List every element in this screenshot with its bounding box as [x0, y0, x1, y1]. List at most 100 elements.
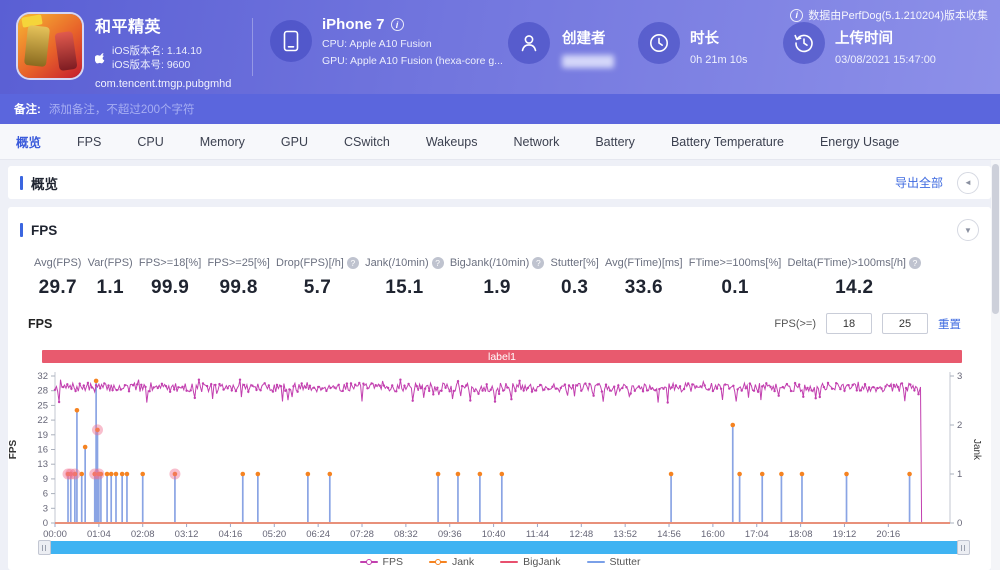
metric-label-text: FPS>=18[%]: [138, 257, 202, 269]
fps-marker: [489, 388, 492, 391]
metric-value: 33.6: [624, 277, 663, 298]
fps-marker: [802, 395, 805, 398]
fps-marker: [300, 382, 303, 385]
y-left-tick-label: 0: [43, 518, 48, 529]
fps-marker: [395, 390, 398, 393]
fps-marker: [185, 389, 188, 392]
chart-legend: FPS Jank BigJank Stutter: [0, 556, 1000, 568]
fps-marker: [806, 386, 809, 390]
fps-marker: [317, 385, 320, 389]
fps-marker: [419, 387, 423, 390]
jank-dot: [907, 471, 912, 477]
device-info-icon[interactable]: i: [390, 18, 404, 31]
note-bar[interactable]: 备注: 添加备注，不超过200个字符: [0, 94, 1000, 124]
tab-cswitch[interactable]: CSwitch: [343, 134, 390, 149]
metric: Avg(FTime)[ms] 33.6: [605, 257, 683, 299]
jank-dot: [255, 471, 261, 477]
fps-marker: [909, 383, 912, 386]
jank-dot: [668, 471, 674, 477]
fps-marker: [732, 384, 735, 387]
legend-item-bigjank[interactable]: BigJank: [500, 556, 561, 568]
metric: BigJank(/10min)? 1.9: [450, 257, 545, 299]
fps-chart: 0 3 6 9 13 16 19 22 25 28 32 0 1 2 3 FPS Jank 00:00 01:04 0…: [8, 371, 982, 538]
threshold-input-1[interactable]: [826, 313, 872, 334]
help-icon[interactable]: ?: [431, 257, 444, 269]
fps-marker: [637, 385, 641, 388]
fps-marker: [177, 386, 180, 389]
fps-marker: [444, 386, 447, 389]
page-scrollbar[interactable]: [991, 160, 1000, 570]
legend-item-jank[interactable]: Jank: [428, 556, 474, 568]
fps-marker: [275, 383, 279, 387]
fps-marker: [826, 381, 830, 385]
y-left-tick-label: 32: [37, 371, 48, 382]
help-icon[interactable]: ?: [909, 257, 921, 269]
fps-collapse-button[interactable]: ▼: [957, 219, 979, 241]
x-tick-label: 01:04: [87, 529, 111, 538]
metric: FPS>=18[%] 99.9: [139, 257, 201, 299]
fps-marker: [687, 382, 690, 385]
collect-note-text: 数据由PerfDog(5.1.210204)版本收集: [808, 10, 988, 22]
fps-marker: [345, 382, 349, 385]
annotation-band[interactable]: label1: [42, 350, 962, 363]
fps-marker: [547, 388, 550, 391]
fps-marker: [682, 387, 686, 391]
fps-marker: [789, 389, 793, 393]
tab-memory[interactable]: Memory: [199, 134, 245, 149]
chart-controls: FPS FPS(>=) 重置: [8, 299, 991, 334]
fps-marker: [366, 387, 369, 390]
fps-marker: [473, 389, 476, 393]
legend-label: Stutter: [609, 556, 641, 568]
overview-collapse-button[interactable]: ◄: [957, 171, 979, 194]
reset-link[interactable]: 重置: [938, 318, 961, 331]
fps-marker: [386, 386, 390, 390]
tab-gpu[interactable]: GPU: [280, 134, 308, 149]
scrollbar-thumb[interactable]: [992, 164, 999, 314]
export-all-link[interactable]: 导出全部: [894, 176, 943, 190]
collect-note: i 数据由PerfDog(5.1.210204)版本收集: [790, 7, 988, 23]
tab-cpu[interactable]: CPU: [137, 134, 164, 149]
fps-marker: [777, 394, 780, 397]
threshold-input-2[interactable]: [882, 313, 928, 334]
metric-label-text: Delta(FTime)>100ms[/h]: [787, 257, 907, 269]
fps-marker: [156, 386, 159, 390]
fps-marker: [662, 387, 665, 390]
fps-marker: [580, 389, 583, 392]
tab-bar: 概览 FPS CPU Memory GPU CSwitch Wakeups Network Ba…: [0, 124, 1000, 160]
tab-energy-usage[interactable]: Energy Usage: [819, 134, 900, 149]
y-right-tick-label: 2: [957, 420, 962, 431]
tab-fps[interactable]: FPS: [77, 134, 102, 149]
fps-marker: [900, 382, 904, 385]
fps-marker: [160, 382, 164, 385]
metric: Drop(FPS)[/h]? 5.7: [276, 257, 359, 299]
icon-art: [54, 30, 78, 72]
fps-marker: [432, 393, 435, 396]
y-right-axis-title: Jank: [971, 439, 982, 461]
tab-概览[interactable]: 概览: [16, 136, 42, 150]
chart-range-slider[interactable]: [38, 540, 970, 555]
legend-item-fps[interactable]: FPS: [359, 556, 403, 568]
slider-handle-right[interactable]: [957, 540, 970, 555]
fps-marker: [715, 387, 719, 390]
help-icon[interactable]: ?: [346, 257, 359, 269]
fps-marker: [555, 387, 558, 390]
fps-marker: [765, 382, 768, 385]
clock-icon: [650, 34, 668, 52]
help-icon[interactable]: ?: [532, 257, 545, 269]
tab-network[interactable]: Network: [513, 134, 560, 149]
accent-bar: [20, 223, 23, 237]
fps-marker: [719, 387, 723, 390]
tab-battery[interactable]: Battery: [595, 134, 635, 149]
metric-label-text: Avg(FTime)[ms]: [604, 257, 683, 269]
x-tick-label: 13:52: [613, 529, 637, 538]
fps-marker: [267, 384, 270, 387]
fps-marker: [181, 385, 184, 388]
metric-value: 5.7: [303, 277, 332, 298]
tab-battery-temperature[interactable]: Battery Temperature: [670, 134, 784, 149]
tab-wakeups[interactable]: Wakeups: [425, 134, 478, 149]
legend-item-stutter[interactable]: Stutter: [586, 556, 641, 568]
metric-label: Var(FPS): [88, 257, 133, 269]
creator-icon-circle: [508, 22, 550, 64]
history-clock-icon: [794, 34, 813, 53]
slider-handle-left[interactable]: [38, 540, 51, 555]
